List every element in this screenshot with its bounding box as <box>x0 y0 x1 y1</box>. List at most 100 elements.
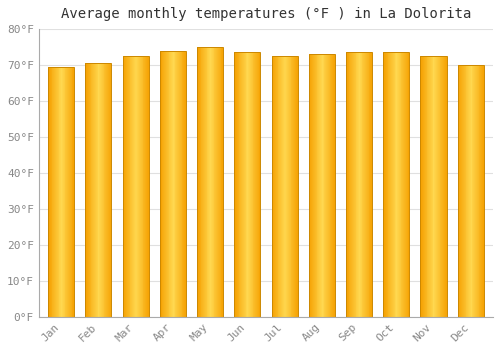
Bar <box>173 51 174 317</box>
Bar <box>319 54 320 317</box>
Bar <box>287 56 288 317</box>
Bar <box>139 56 140 317</box>
Bar <box>236 52 237 317</box>
Bar <box>257 52 258 317</box>
Bar <box>383 52 409 317</box>
Bar <box>405 52 406 317</box>
Bar <box>432 56 434 317</box>
Bar <box>234 52 235 317</box>
Bar <box>100 63 101 317</box>
Bar <box>128 56 130 317</box>
Bar <box>125 56 126 317</box>
Bar <box>176 51 177 317</box>
Bar <box>130 56 132 317</box>
Bar <box>90 63 92 317</box>
Bar <box>87 63 88 317</box>
Bar <box>160 51 186 317</box>
Bar <box>280 56 281 317</box>
Bar <box>136 56 138 317</box>
Bar <box>278 56 280 317</box>
Bar <box>96 63 98 317</box>
Bar <box>435 56 436 317</box>
Bar <box>219 47 220 317</box>
Bar <box>251 52 252 317</box>
Bar <box>388 52 390 317</box>
Bar <box>367 52 368 317</box>
Bar <box>436 56 437 317</box>
Bar <box>292 56 293 317</box>
Bar <box>108 63 109 317</box>
Bar <box>353 52 354 317</box>
Bar <box>243 52 244 317</box>
Bar <box>145 56 146 317</box>
Bar <box>443 56 444 317</box>
Bar <box>399 52 400 317</box>
Bar <box>469 65 470 317</box>
Bar <box>272 56 297 317</box>
Bar <box>86 63 87 317</box>
Bar <box>240 52 241 317</box>
Bar <box>289 56 290 317</box>
Bar <box>463 65 464 317</box>
Bar <box>168 51 170 317</box>
Bar <box>467 65 468 317</box>
Bar <box>462 65 463 317</box>
Bar <box>326 54 327 317</box>
Bar <box>350 52 351 317</box>
Bar <box>244 52 246 317</box>
Bar <box>386 52 388 317</box>
Bar <box>50 67 51 317</box>
Bar <box>272 56 274 317</box>
Bar <box>308 54 335 317</box>
Bar <box>437 56 438 317</box>
Bar <box>390 52 391 317</box>
Bar <box>180 51 182 317</box>
Bar <box>281 56 282 317</box>
Bar <box>48 67 49 317</box>
Bar <box>235 52 236 317</box>
Bar <box>466 65 467 317</box>
Bar <box>92 63 93 317</box>
Bar <box>293 56 294 317</box>
Bar <box>296 56 298 317</box>
Bar <box>93 63 94 317</box>
Bar <box>333 54 334 317</box>
Bar <box>444 56 445 317</box>
Bar <box>346 52 372 317</box>
Bar <box>402 52 403 317</box>
Bar <box>458 65 483 317</box>
Bar <box>178 51 179 317</box>
Bar <box>477 65 478 317</box>
Bar <box>352 52 353 317</box>
Bar <box>295 56 296 317</box>
Bar <box>122 56 148 317</box>
Bar <box>218 47 219 317</box>
Bar <box>330 54 332 317</box>
Bar <box>315 54 316 317</box>
Bar <box>199 47 200 317</box>
Bar <box>347 52 348 317</box>
Bar <box>222 47 223 317</box>
Bar <box>48 67 74 317</box>
Bar <box>276 56 278 317</box>
Bar <box>361 52 362 317</box>
Bar <box>204 47 205 317</box>
Bar <box>101 63 102 317</box>
Bar <box>147 56 148 317</box>
Bar <box>294 56 295 317</box>
Bar <box>481 65 482 317</box>
Bar <box>404 52 405 317</box>
Bar <box>431 56 432 317</box>
Bar <box>360 52 361 317</box>
Bar <box>397 52 398 317</box>
Bar <box>220 47 222 317</box>
Bar <box>426 56 428 317</box>
Bar <box>95 63 96 317</box>
Bar <box>211 47 212 317</box>
Bar <box>474 65 475 317</box>
Bar <box>57 67 58 317</box>
Bar <box>122 56 124 317</box>
Bar <box>104 63 106 317</box>
Bar <box>318 54 319 317</box>
Bar <box>202 47 203 317</box>
